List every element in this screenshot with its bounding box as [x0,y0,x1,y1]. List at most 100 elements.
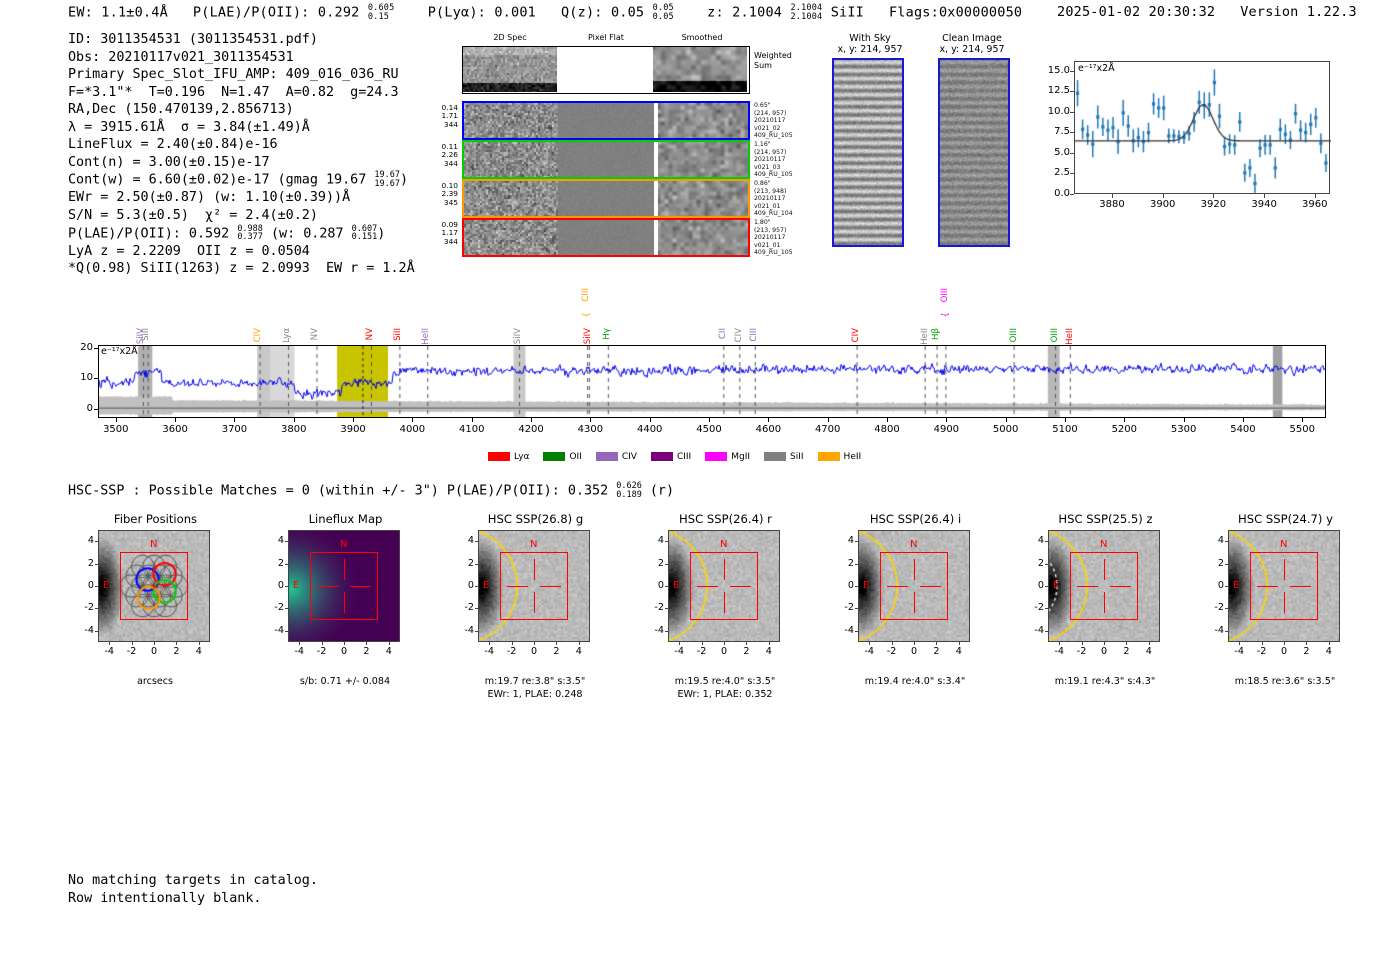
panel-x-tick: -2 [506,646,517,657]
version-label: Version 1.22.3 [1240,4,1357,20]
weighted-sum-2dspec [463,47,557,92]
plae-errors: 0.988 0.377 [237,223,263,243]
crosshair-right [1290,586,1311,588]
header-summary-line: EW: 1.1±0.4Å P(LAE)/P(OII): 0.292 0.605 0… [68,4,1022,21]
header-z-label: z: [707,4,724,21]
panel-x-tickmark [914,642,915,645]
spectral-line-label: CIII [581,288,592,302]
panel-y-tick: 2 [467,557,474,569]
spectral-line-label: SiIV [583,328,594,345]
north-marker: N [1280,538,1288,550]
fiber-2dspec [464,103,558,138]
legend-item: CIII [650,451,691,462]
crosshair-left [697,586,718,588]
fs-x-tickmark [1302,418,1304,422]
fiber-smoothed [658,220,748,255]
weighted-sum-label: Weighted Sum [754,51,792,70]
panel-image [1048,530,1160,642]
east-marker: E [1052,580,1060,591]
info-line-redshifts: LyA z = 2.2209 OII z = 0.0504 [68,243,310,259]
info-line-lambda: λ = 3915.61Å σ = 3.84(±1.49)Å [68,119,310,135]
hsc-plae-errors: 0.626 0.189 [616,481,642,500]
info-line-ewr: EWr = 2.50(±0.87) (w: 1.10(±0.39))Å [68,190,351,206]
crosshair-top [914,559,916,580]
cutout-title-with-sky: With Sky x, y: 214, 957 [837,33,903,55]
elp-canvas [1075,62,1331,195]
panel-title: HSC SSP(26.8) g [487,512,584,526]
elp-y-tick: 15.0 [1047,64,1070,76]
fs-x-tickmark [234,418,236,422]
footer-notes: No matching targets in catalog. Row inte… [68,872,318,907]
elp-y-tickmark [1070,111,1074,113]
east-marker: E [1232,580,1240,591]
panel-x-tick: 4 [195,646,202,657]
spectral-line-label: SiII [141,328,152,341]
crosshair-left [1257,586,1278,588]
panel-y-tickmark [665,563,668,565]
legend-item: OII [543,451,582,462]
panel-y-tickmark [95,563,98,565]
plae-w-errors: 0.607 0.151 [351,223,378,243]
elp-x-tickmark [1213,194,1215,198]
crosshair-left [507,586,528,588]
fs-x-tickmark [115,418,117,422]
panel-x-tick: 4 [955,646,962,657]
panel-x-tick: 4 [385,646,392,657]
panel-y-tick: -4 [1034,624,1044,636]
elp-x-tick: 3940 [1251,199,1277,210]
panel-y-tickmark [95,630,98,632]
panel-x-tickmark [176,642,178,645]
elp-x-tickmark [1112,194,1114,198]
spectral-line-label: Hβ [931,328,942,340]
info-line-plae: P(LAE)/P(OII): 0.592 0.988 0.377 (w: 0.28… [68,223,386,243]
spectral-line-label: NV [364,328,375,341]
header-ew: EW: 1.1±0.4Å [68,4,168,21]
panel-y-tickmark [1225,630,1228,632]
panel-x-tickmark [388,642,390,645]
panel-caption: m:19.4 re:4.0" s:3.4" [806,676,1024,689]
legend-label: SiII [790,451,804,462]
spectral-line-label: NV [310,328,321,341]
emission-line-zoom-plot: e⁻¹⁷x2Å 0.0 2.5 5.0 7.5 10.0 12.5 15.0 3880 390… [1034,55,1334,220]
elp-units-label: e⁻¹⁷x2Å [1078,63,1115,74]
fs-x-tickmark [946,418,948,422]
spectral-line-label: CIV [851,328,862,343]
panel-y-tick: 0 [467,580,474,591]
hsc-summary-text: HSC-SSP : Possible Matches = 0 (within +… [68,483,617,499]
elp-y-tickmark [1070,70,1074,72]
info-line-cont-w: Cont(w) = 6.60(±0.02)e-17 (gmag 19.67 19… [68,170,409,189]
panel-image-canvas [1229,531,1339,641]
col-title-2dspec: 2D Spec [493,33,527,42]
legend-item: CIV [595,451,637,462]
full-spectrum-frame [98,345,1326,418]
panel-title: Fiber Positions [113,512,198,526]
panel-x-tickmark [958,642,960,645]
elp-y-tickmark [1070,132,1074,134]
panel-y-tickmark [475,563,478,565]
panel-y-tick: 0 [277,580,284,591]
fs-x-tick: 5400 [1230,424,1256,435]
info-line-qflag: *Q(0.98) SiII(1263) z = 2.0993 EW r = 1.… [68,261,415,277]
elp-frame: e⁻¹⁷x2Å [1074,61,1331,195]
panel-y-tick: 0 [657,580,664,591]
info-line-radec: RA,Dec (150.470139,2.856713) [68,102,294,118]
legend-swatch [764,451,787,461]
panel-x-tick: 2 [743,646,750,657]
panel-x-tick: -4 [864,646,874,657]
panel-x-tickmark [1284,642,1285,645]
spectral-line-label: OIII [1008,328,1019,343]
panel-y-tick: 4 [847,535,854,547]
crosshair-top [1104,559,1106,580]
panel-title: HSC SSP(24.7) y [1238,512,1333,526]
hsc-summary-line: HSC-SSP : Possible Matches = 0 (within +… [68,482,674,499]
fs-y-tick: 0 [86,402,93,414]
panel-y-tick: -4 [654,624,664,636]
header-z-errors: 2.1004 2.1004 [790,3,823,22]
panel-y-tick: -2 [464,602,474,614]
fs-x-tick: 4000 [399,424,426,435]
crosshair-top [534,559,536,580]
fiber-stats: 0.10 2.39 345 [441,181,458,207]
full-spectrum-canvas [99,346,1325,417]
panel-caption-line-2: EWr: 1, PLAE: 0.352 [677,688,773,700]
header-qz-value: 0.05 [610,4,645,21]
